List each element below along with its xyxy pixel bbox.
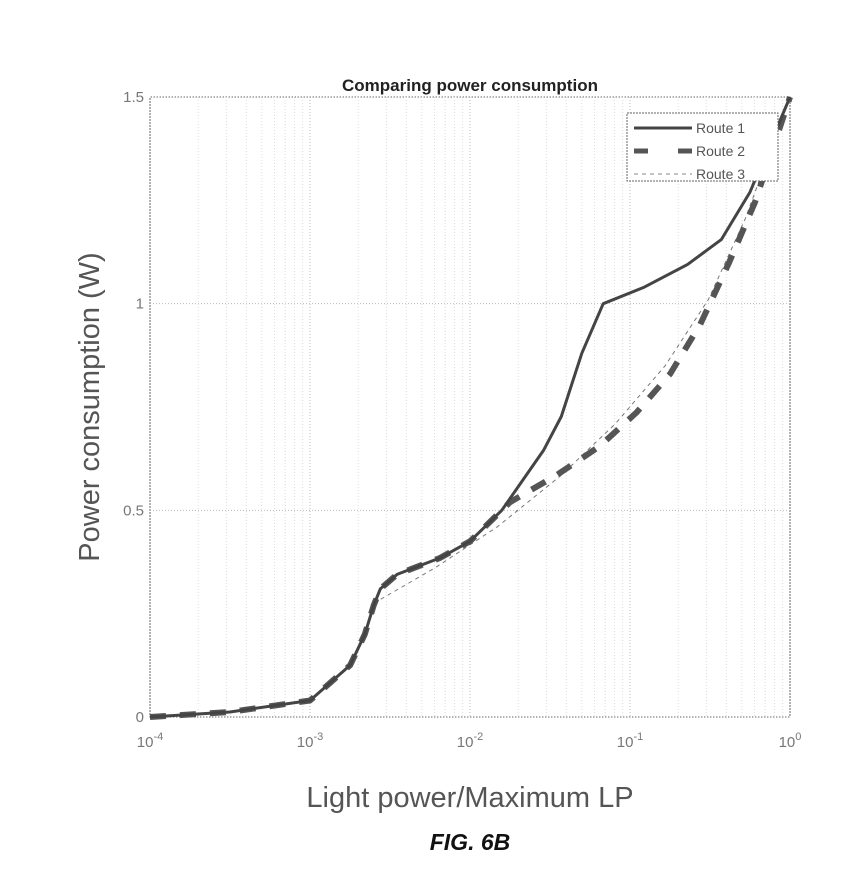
legend: Route 1 Route 2 Route 3 [626, 112, 779, 182]
legend-box [626, 112, 779, 182]
x-tick-labels: 10-4 10-3 10-2 10-1 100 [137, 731, 802, 751]
legend-label-route-2: Route 2 [696, 143, 745, 159]
x-tick-label: 10-1 [617, 731, 643, 751]
series-lines [149, 96, 793, 720]
y-tick-label: 1.5 [123, 89, 144, 106]
y-tick-label: 0 [136, 709, 144, 726]
y-tick-label: 0.5 [123, 502, 144, 519]
x-axis-label: Light power/Maximum LP [306, 782, 633, 814]
y-tick-labels: 0 0.5 1 1.5 [123, 89, 144, 726]
legend-label-route-3: Route 3 [696, 166, 745, 182]
grid [150, 96, 790, 718]
figure-caption: FIG. 6B [430, 829, 511, 855]
x-tick-label: 10-2 [457, 731, 483, 751]
x-tick-label: 10-4 [137, 731, 163, 751]
y-axis-label: Power consumption (W) [74, 252, 106, 561]
chart-title: Comparing power consumption [342, 76, 598, 95]
x-tick-label: 10-3 [297, 731, 323, 751]
series-line-route-1 [149, 96, 792, 719]
x-tick-label: 100 [779, 731, 802, 751]
legend-label-route-1: Route 1 [696, 120, 745, 136]
y-tick-label: 1 [136, 296, 144, 313]
